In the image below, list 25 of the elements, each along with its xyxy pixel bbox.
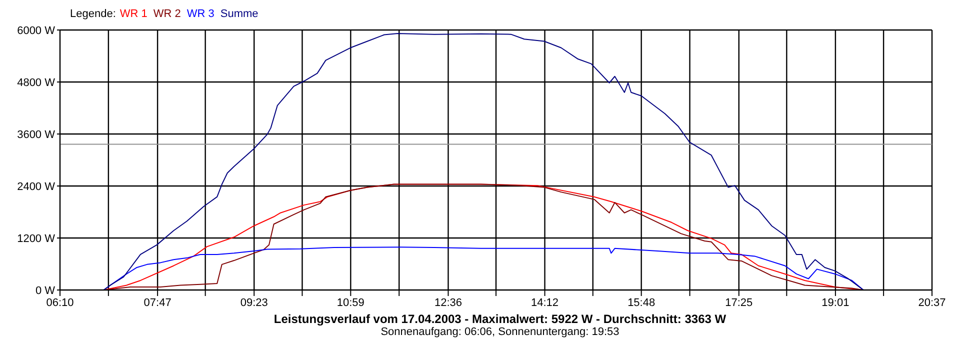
text: WR 1 bbox=[120, 8, 148, 22]
text: Summe bbox=[220, 8, 258, 22]
line-series bbox=[103, 32, 864, 290]
y-tick-label: 0 W bbox=[35, 284, 56, 297]
y-tick-label: 3600 W bbox=[17, 128, 56, 141]
y-tick-label: 1200 W bbox=[17, 232, 56, 245]
text: WR 2 bbox=[153, 8, 181, 22]
legend-title: Legende: bbox=[70, 8, 116, 22]
x-tick-label: 10:59 bbox=[336, 296, 364, 309]
text: Leistungsverlauf vom 17.04.2003 - Maximalwert: 5922 W - Durchschnitt: 3363 W bbox=[272, 312, 728, 326]
x-tick-label: 14:12 bbox=[531, 296, 559, 309]
y-tick-label: 4800 W bbox=[17, 76, 56, 89]
x-tick-label: 20:37 bbox=[918, 296, 946, 309]
line-series bbox=[103, 184, 864, 290]
x-tick-label: 17:25 bbox=[725, 296, 753, 309]
x-tick-label: 19:01 bbox=[822, 296, 850, 309]
x-tick-label: 06:10 bbox=[46, 296, 74, 309]
x-tick-label: 15:48 bbox=[628, 296, 656, 309]
text: Sonnenaufgang: 06:06, Sonnenuntergang: 19:53 bbox=[380, 326, 620, 338]
x-tick-label: 07:47 bbox=[144, 296, 172, 309]
x-tick-label: 12:36 bbox=[434, 296, 462, 309]
text: WR 3 bbox=[186, 8, 214, 22]
x-tick-label: 09:23 bbox=[240, 296, 268, 309]
y-tick-label: 6000 W bbox=[17, 24, 56, 37]
y-tick-label: 2400 W bbox=[17, 180, 56, 193]
